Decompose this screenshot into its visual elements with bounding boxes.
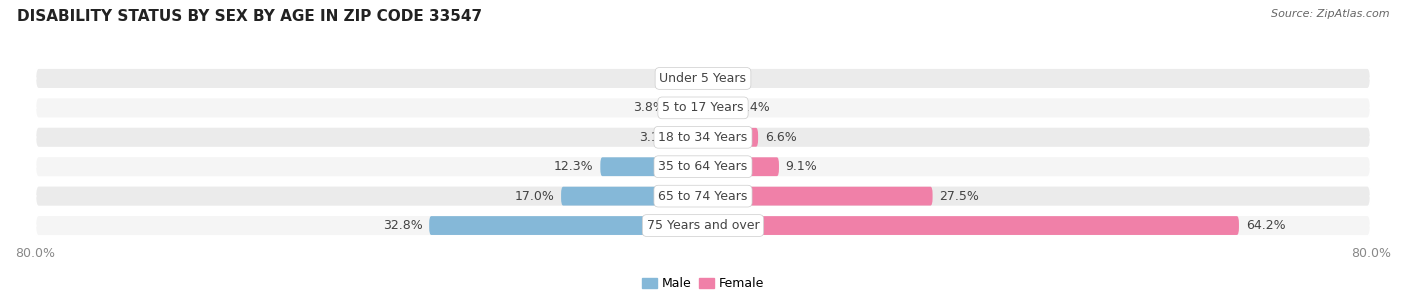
FancyBboxPatch shape <box>703 128 758 147</box>
Text: 3.1%: 3.1% <box>638 131 671 144</box>
FancyBboxPatch shape <box>35 215 1371 236</box>
Text: 17.0%: 17.0% <box>515 190 554 203</box>
Text: 64.2%: 64.2% <box>1246 219 1285 232</box>
FancyBboxPatch shape <box>35 185 1371 207</box>
Text: 18 to 34 Years: 18 to 34 Years <box>658 131 748 144</box>
FancyBboxPatch shape <box>703 187 932 206</box>
Text: 9.1%: 9.1% <box>786 160 817 173</box>
Text: Source: ZipAtlas.com: Source: ZipAtlas.com <box>1271 9 1389 19</box>
FancyBboxPatch shape <box>35 68 1371 89</box>
FancyBboxPatch shape <box>703 98 731 117</box>
Text: 5 to 17 Years: 5 to 17 Years <box>662 101 744 114</box>
Text: 0.0%: 0.0% <box>664 72 696 85</box>
Text: 27.5%: 27.5% <box>939 190 979 203</box>
FancyBboxPatch shape <box>35 97 1371 119</box>
FancyBboxPatch shape <box>561 187 703 206</box>
FancyBboxPatch shape <box>703 216 1239 235</box>
Legend: Male, Female: Male, Female <box>637 272 769 295</box>
FancyBboxPatch shape <box>600 157 703 176</box>
Text: 3.4%: 3.4% <box>738 101 770 114</box>
Text: 32.8%: 32.8% <box>382 219 422 232</box>
Text: 6.6%: 6.6% <box>765 131 797 144</box>
Text: DISABILITY STATUS BY SEX BY AGE IN ZIP CODE 33547: DISABILITY STATUS BY SEX BY AGE IN ZIP C… <box>17 9 482 24</box>
FancyBboxPatch shape <box>678 128 703 147</box>
Text: 75 Years and over: 75 Years and over <box>647 219 759 232</box>
FancyBboxPatch shape <box>671 98 703 117</box>
Text: 0.0%: 0.0% <box>710 72 742 85</box>
Text: 12.3%: 12.3% <box>554 160 593 173</box>
FancyBboxPatch shape <box>429 216 703 235</box>
FancyBboxPatch shape <box>35 127 1371 148</box>
Text: 65 to 74 Years: 65 to 74 Years <box>658 190 748 203</box>
Text: Under 5 Years: Under 5 Years <box>659 72 747 85</box>
Text: 3.8%: 3.8% <box>633 101 665 114</box>
FancyBboxPatch shape <box>35 156 1371 177</box>
Text: 35 to 64 Years: 35 to 64 Years <box>658 160 748 173</box>
FancyBboxPatch shape <box>703 157 779 176</box>
